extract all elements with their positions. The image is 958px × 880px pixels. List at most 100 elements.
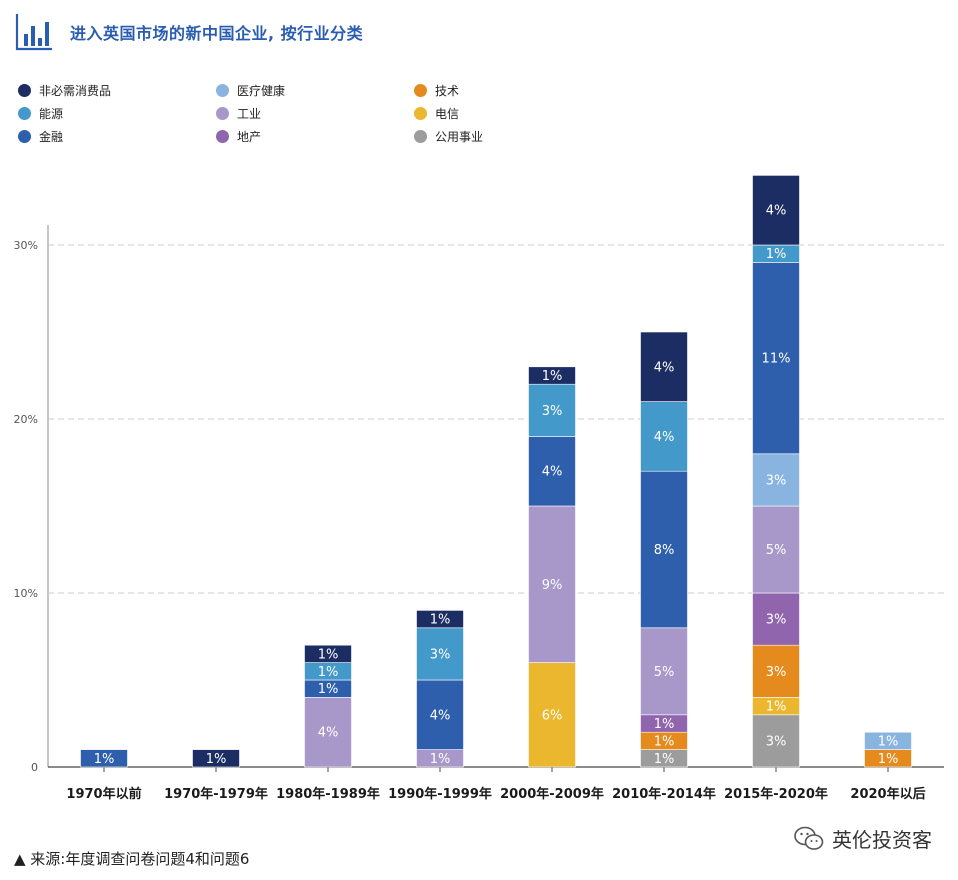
data-label: 4% [542,465,563,480]
legend-swatch [18,130,31,143]
x-tick-label: 2000年-2009年 [500,786,604,802]
legend-swatch [216,84,229,97]
x-tick-label: 2010年-2014年 [612,786,716,802]
bar-segment-energy [416,627,464,681]
y-tick-label: 30% [14,239,38,252]
data-label: 3% [542,404,563,419]
x-tick-label: 1970年以前 [66,786,141,802]
x-tick-label: 2015年-2020年 [724,786,828,802]
data-label: 1% [318,682,339,697]
bar-segment-finance [80,749,128,768]
bar-segment-telecom [528,662,576,768]
legend-label: 非必需消费品 [39,84,112,98]
legend-label: 医疗健康 [237,84,286,98]
data-label: 1% [94,752,115,767]
page-title: 进入英国市场的新中国企业, 按行业分类 [70,24,364,43]
bar-segment-consumer [640,331,688,402]
data-label: 4% [654,430,675,445]
legend-item-realestate: 地产 [216,128,261,145]
legend-item-finance: 金融 [18,128,63,145]
y-tick-label: 10% [14,587,38,600]
bar-segment-energy [640,401,688,472]
data-label: 3% [766,613,787,628]
bar-segment-consumer [192,749,240,768]
bar-segment-utilities [752,714,800,768]
data-label: 1% [766,700,787,715]
watermark: 英伦投资客 [794,824,932,853]
legend-swatch [414,84,427,97]
bar-segment-finance [752,262,800,455]
bar-segment-industrial [528,505,576,663]
data-label: 1% [430,613,451,628]
bar-segment-industrial [304,697,352,768]
data-label: 3% [766,473,787,488]
data-label: 1% [430,752,451,767]
legend-item-energy: 能源 [18,105,63,122]
legend-swatch [414,107,427,120]
data-label: 4% [430,708,451,723]
data-label: 1% [654,734,675,749]
bar-segment-consumer [304,644,352,663]
data-label: 3% [766,734,787,749]
data-label: 3% [430,647,451,662]
data-label: 3% [766,665,787,680]
data-label: 11% [762,352,791,367]
data-label: 1% [318,647,339,662]
source-note: ▲ 来源:年度调查问卷问题4和问题6 [14,850,250,868]
legend-label: 公用事业 [435,130,484,144]
data-label: 4% [318,726,339,741]
bar-segment-realestate [752,592,800,646]
data-label: 1% [542,369,563,384]
data-label: 1% [654,752,675,767]
header: 进入英国市场的新中国企业, 按行业分类 [14,12,363,52]
legend-item-consumer: 非必需消费品 [18,82,111,99]
bar-segment-consumer [416,610,464,629]
data-label: 1% [318,665,339,680]
bar-segment-finance [416,679,464,750]
data-label: 1% [766,247,787,262]
legend-swatch [18,107,31,120]
y-tick-label: 20% [14,413,38,426]
x-tick-label: 1980年-1989年 [276,786,380,802]
wechat-icon [794,826,824,850]
bar-segment-consumer [752,175,800,246]
stacked-bar-chart: 0 10% 20% 30% 1970年以前 1% 1970年-1979年 1% 1980年-19… [14,175,944,802]
data-label: 4% [766,204,787,219]
watermark-text: 英伦投资客 [832,828,932,852]
data-label: 8% [654,543,675,558]
legend-label: 技术 [435,84,460,98]
legend-label: 工业 [237,107,262,121]
legend-item-telecom: 电信 [414,105,459,122]
legend-item-industrial: 工业 [216,105,261,122]
legend-swatch [216,130,229,143]
x-tick-label: 2020年以后 [850,786,925,802]
x-tick-label: 1990年-1999年 [388,786,492,802]
data-label: 5% [766,543,787,558]
data-label: 6% [542,708,563,723]
legend-item-utilities: 公用事业 [414,128,483,145]
data-label: 5% [654,665,675,680]
legend-swatch [414,130,427,143]
legend-swatch [18,84,31,97]
bar-segment-consumer [528,366,576,385]
y-tick-label: 0 [31,761,38,774]
bar-chart-icon [14,12,54,52]
legend-label: 能源 [39,107,64,121]
data-label: 4% [654,360,675,375]
legend-item-tech: 技术 [414,82,459,99]
data-label: 1% [878,734,899,749]
bar-segment-tech [752,644,800,698]
data-label: 1% [654,717,675,732]
data-label: 9% [542,578,563,593]
legend-item-healthcare: 医疗健康 [216,82,285,99]
data-label: 1% [206,752,227,767]
legend-swatch [216,107,229,120]
legend-label: 地产 [237,130,262,144]
legend-label: 金融 [39,130,64,144]
bar-segment-finance [640,470,688,629]
x-tick-label: 1970年-1979年 [164,786,268,802]
bar-segment-healthcare [864,731,912,750]
data-label: 1% [878,752,899,767]
legend-label: 电信 [435,107,460,121]
bar-segment-industrial [640,627,688,716]
